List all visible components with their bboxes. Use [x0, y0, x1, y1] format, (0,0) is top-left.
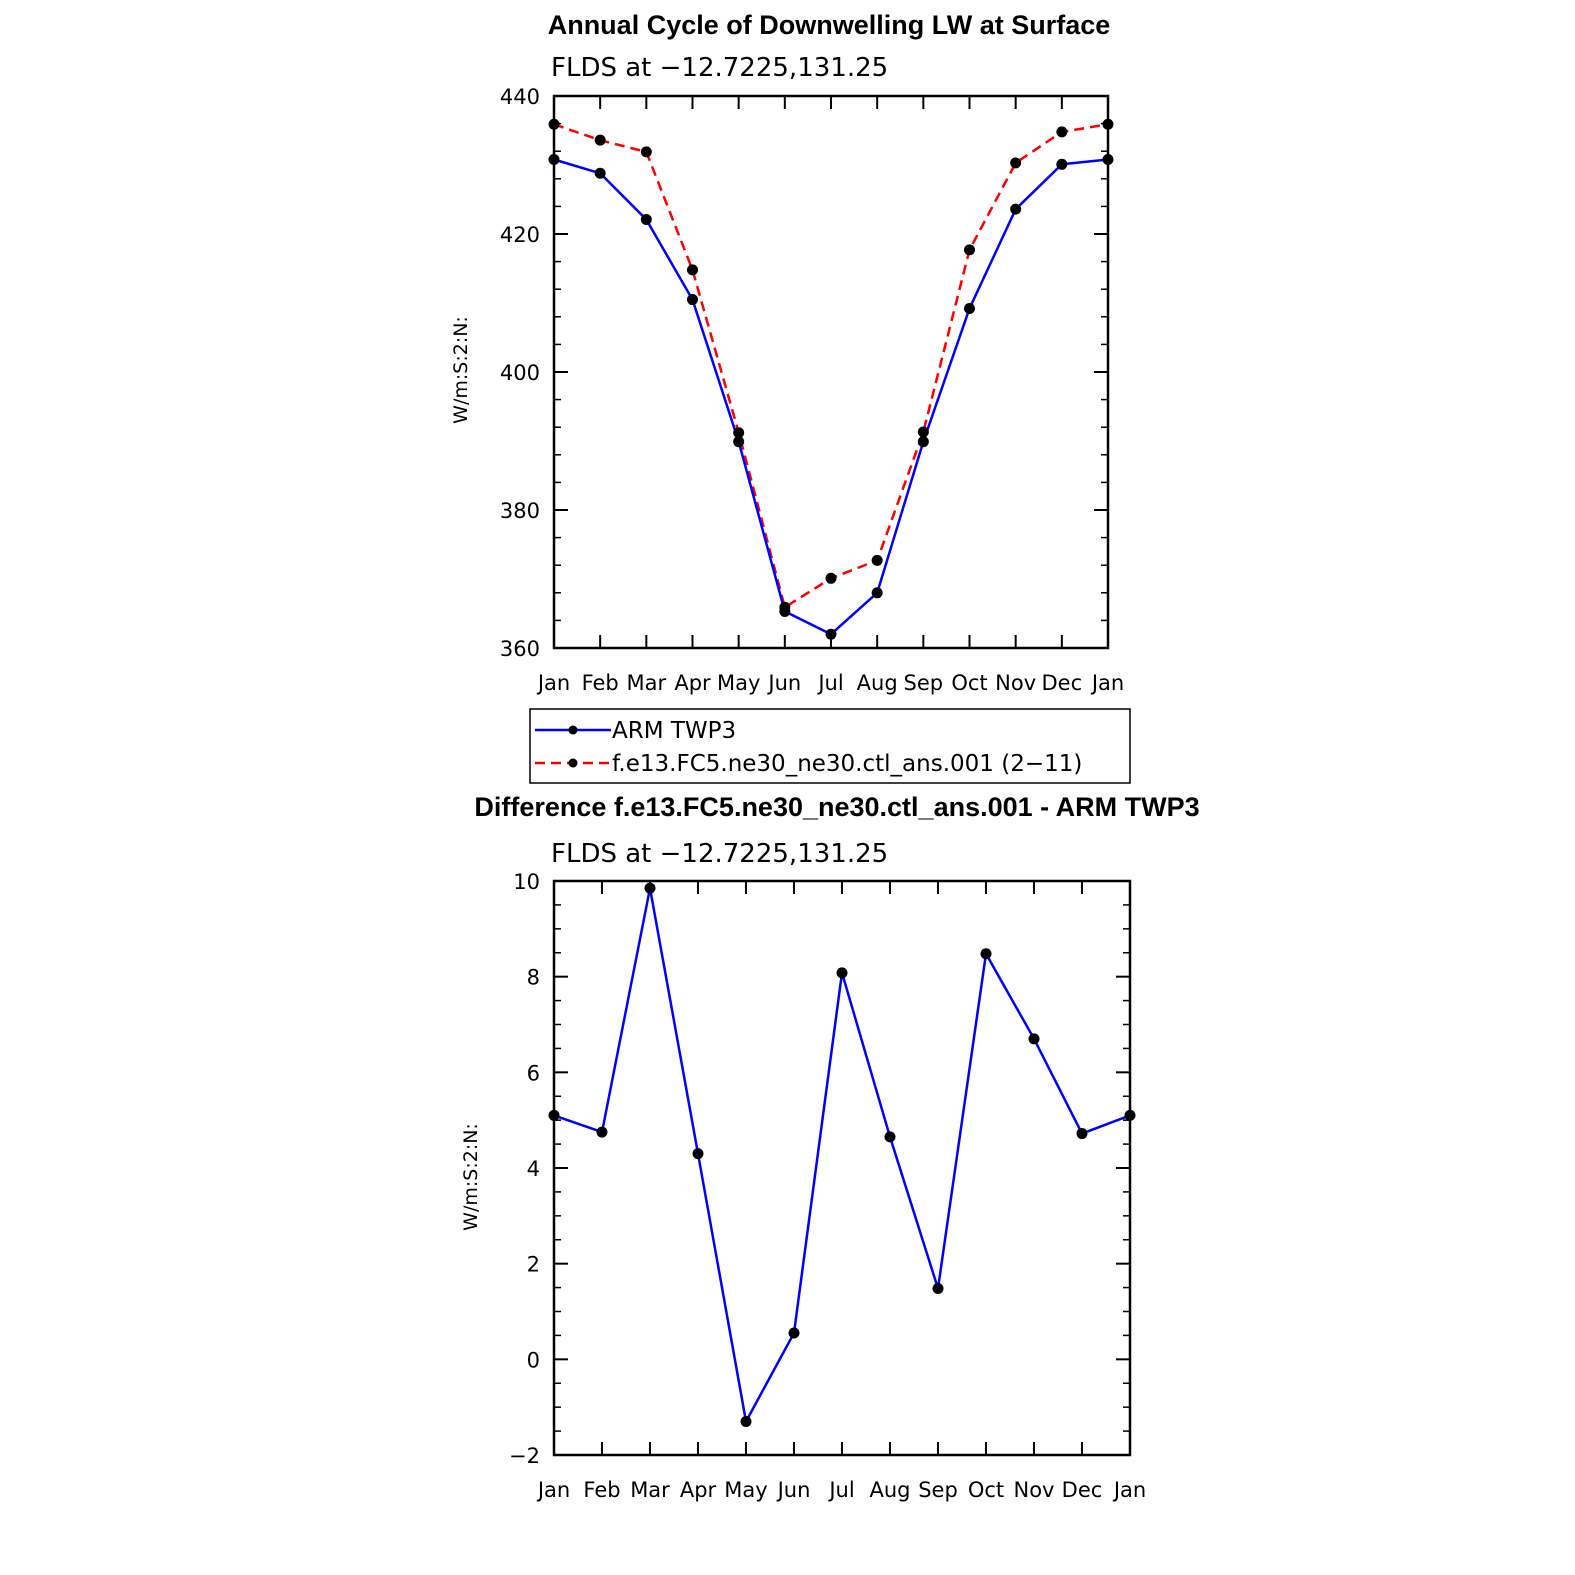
data-point [1056, 126, 1068, 138]
x-tick-label: Dec [1042, 671, 1083, 695]
data-point [733, 436, 745, 448]
y-tick-label: −2 [509, 1444, 540, 1468]
tick-labels: Jan Feb Mar Apr May Jun Jul Aug Sep Oct Nov Dec Jan 3… [500, 85, 1124, 695]
x-tick-label: Jan [1112, 1478, 1146, 1502]
x-tick-label: Sep [904, 671, 944, 695]
series-points [548, 118, 1114, 640]
x-tick-label: Aug [857, 671, 898, 695]
plot-frame [552, 94, 1110, 650]
tick-labels: Jan Feb Mar Apr May Jun Jul Aug Sep Oct Nov Dec Jan −… [509, 870, 1146, 1502]
data-point [594, 134, 606, 146]
series-line-0 [553, 158, 1109, 636]
data-point [825, 572, 837, 584]
data-point [932, 1283, 944, 1295]
data-point [964, 303, 975, 315]
x-tick-label: Dec [1062, 1478, 1103, 1502]
data-point [1028, 1033, 1040, 1045]
data-point [687, 294, 698, 306]
data-point [980, 948, 992, 960]
legend: ARM TWP3 f.e13.FC5.ne30_ne30.ctl_ans.001… [529, 708, 1131, 784]
data-point [1010, 203, 1022, 215]
data-point [687, 264, 698, 276]
x-tick-label: Nov [1014, 1478, 1055, 1502]
x-tick-label: Feb [583, 1478, 620, 1502]
x-tick-label: Mar [627, 671, 667, 695]
y-tick-label: 4 [527, 1157, 540, 1181]
y-tick-label: 8 [527, 966, 540, 990]
y-tick-label: 6 [527, 1061, 540, 1085]
legend-marker-arm [568, 725, 578, 735]
legend-entry-model: f.e13.FC5.ne30_ne30.ctl_ans.001 (2−11) [535, 751, 1082, 777]
data-point [1010, 157, 1022, 169]
x-tick-label: Mar [630, 1478, 670, 1502]
x-tick-label: Jan [1090, 671, 1124, 695]
data-point [640, 146, 652, 158]
data-point [1056, 158, 1068, 170]
x-tick-label: Jul [816, 671, 843, 695]
y-tick-label: 400 [500, 361, 540, 385]
data-point [733, 427, 745, 439]
x-tick-label: Jun [766, 671, 801, 695]
chart-subtitle: FLDS at −12.7225,131.25 [551, 839, 888, 869]
data-point [871, 587, 883, 599]
y-axis-label: W/m:S:2:N: [450, 316, 472, 424]
legend-box [529, 708, 1131, 784]
legend-label-model: f.e13.FC5.ne30_ne30.ctl_ans.001 (2−11) [612, 751, 1082, 777]
legend-marker-model [568, 758, 578, 768]
y-tick-label: 380 [500, 499, 540, 523]
axis-ticks [553, 880, 1131, 1456]
series-points [548, 882, 1136, 1428]
difference-panel: Difference f.e13.FC5.ne30_ne30.ctl_ans.0… [460, 792, 1200, 1502]
y-axis-label: W/m:S:2:N: [460, 1123, 482, 1231]
data-point [1076, 1128, 1088, 1140]
x-tick-label: May [717, 671, 760, 695]
data-point [884, 1131, 896, 1143]
x-tick-label: Sep [918, 1478, 958, 1502]
data-point [917, 436, 929, 448]
y-tick-label: 10 [513, 870, 540, 894]
y-tick-label: 2 [527, 1253, 540, 1277]
legend-entry-arm: ARM TWP3 [535, 718, 736, 744]
series-line-1 [553, 123, 1109, 609]
data-point [594, 167, 606, 179]
data-point [692, 1148, 704, 1160]
x-tick-label: Jan [536, 671, 570, 695]
x-tick-label: Nov [995, 671, 1036, 695]
legend-label-arm: ARM TWP3 [612, 718, 736, 744]
x-tick-label: Jun [776, 1478, 811, 1502]
x-tick-label: Apr [674, 671, 711, 695]
data-point [917, 426, 929, 438]
x-tick-label: Jan [536, 1478, 570, 1502]
x-tick-label: Oct [951, 671, 987, 695]
x-tick-label: May [724, 1478, 767, 1502]
chart-subtitle: FLDS at −12.7225,131.25 [551, 53, 888, 83]
y-tick-label: 0 [527, 1348, 540, 1372]
data-point [788, 1327, 800, 1339]
data-point [871, 554, 883, 566]
data-point [740, 1416, 752, 1428]
plot-frame [552, 879, 1132, 1457]
x-tick-label: Oct [968, 1478, 1004, 1502]
data-point [836, 967, 848, 979]
x-tick-label: Apr [680, 1478, 717, 1502]
x-tick-label: Feb [582, 671, 619, 695]
x-tick-label: Jul [827, 1478, 854, 1502]
y-tick-label: 360 [500, 637, 540, 661]
chart-title: Annual Cycle of Downwelling LW at Surfac… [548, 10, 1111, 40]
y-tick-label: 440 [500, 85, 540, 109]
chart-title: Difference f.e13.FC5.ne30_ne30.ctl_ans.0… [474, 792, 1199, 822]
y-tick-label: 420 [500, 223, 540, 247]
annual-cycle-panel: Annual Cycle of Downwelling LW at Surfac… [450, 10, 1131, 784]
data-point [644, 882, 656, 894]
series-lines [553, 123, 1109, 636]
data-point [825, 628, 837, 640]
data-point [964, 244, 975, 256]
data-point [596, 1126, 608, 1138]
x-tick-label: Aug [869, 1478, 910, 1502]
data-point [779, 601, 791, 613]
data-point [640, 214, 652, 226]
axis-ticks [553, 95, 1109, 649]
